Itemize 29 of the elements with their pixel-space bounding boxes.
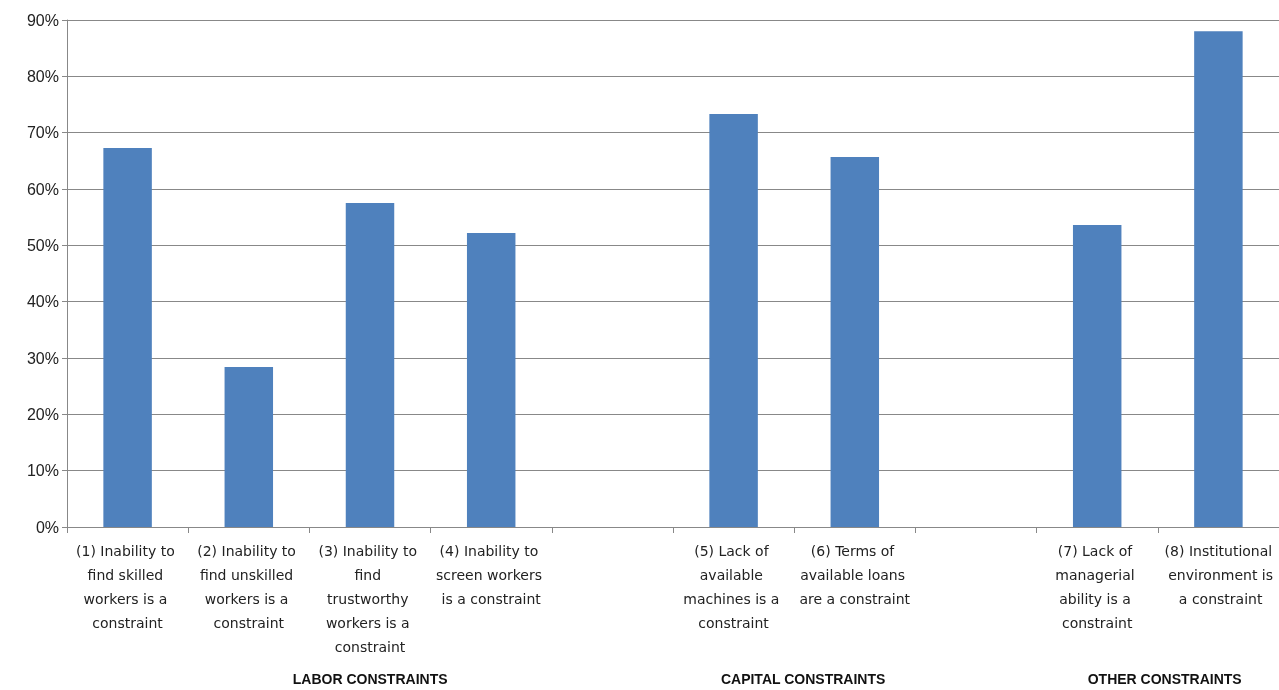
bar [1072,225,1122,527]
y-tick-label: 30% [26,349,59,367]
bar [103,147,152,527]
bar [830,156,880,527]
y-tick-label: 10% [26,462,59,480]
y-tick-label: 90% [26,11,59,29]
bar [345,203,395,527]
text: LABOR CONSTRAINTS [292,671,448,687]
text: CAPITAL CONSTRAINTS [720,671,886,687]
y-tick-label: 50% [26,236,59,254]
bar [709,114,758,527]
bar [224,367,274,527]
x-tick-label: (4) Inability to screen workers is a constraint [435,543,547,607]
bar [1194,31,1243,527]
x-tick-label: (1) Inability to find skilled workers is a constraint [76,543,180,631]
y-tick-label: 70% [26,124,59,142]
y-tick-label: 40% [26,293,59,311]
x-tick-label: (2) Inability to find unskilled workers is a constraint [197,543,301,631]
x-tick-label: (6) Terms of available loans are a constraint [799,543,911,607]
bar [466,232,516,527]
x-tick-label: (7) Lack of managerial ability is a constraint [1055,543,1140,631]
x-tick-label: (8) Institutional environment is a constraint [1163,543,1274,607]
text: OTHER CONSTRAINTS [1087,671,1242,687]
y-tick-label: 80% [26,67,59,85]
x-tick-label: (3) Inability to find trustworthy workers is a constraint [318,543,422,655]
y-tick-label: 60% [26,180,59,198]
y-tick-label: 20% [26,405,59,423]
y-tick-label: 0% [35,518,59,536]
x-tick-label: (5) Lack of available machines is a constraint [683,543,784,631]
